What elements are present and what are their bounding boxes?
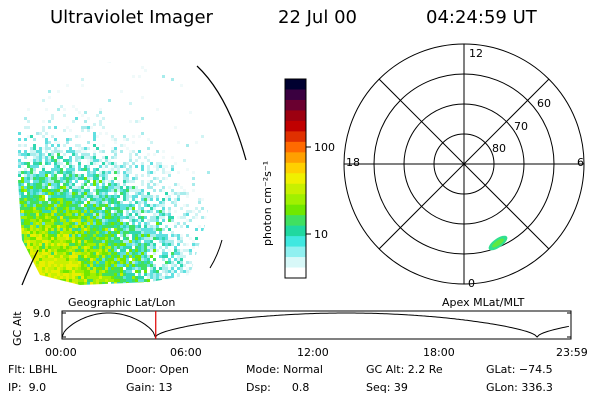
colorbar-cell: [285, 257, 306, 269]
dsp-readout: Dsp: 0.8: [246, 381, 310, 394]
polar-aurora-patch: [488, 235, 508, 251]
altitude-ytick-high: 9.0: [33, 307, 51, 320]
right-panel-caption: Apex MLat/MLT: [442, 296, 525, 309]
mlt-label-18: 18: [346, 156, 360, 169]
colorbar-label-100: 100: [314, 141, 335, 154]
left-panel-caption: Geographic Lat/Lon: [68, 296, 176, 309]
lat-label-80: 80: [492, 142, 506, 155]
altitude-curve: [61, 312, 570, 338]
colorbar-cell: [285, 152, 306, 164]
door-readout: Door: Open: [126, 363, 189, 376]
colorbar-cell: [285, 246, 306, 258]
limb-arc-left: [21, 249, 39, 286]
time-display: 04:24:59 UT: [426, 7, 537, 28]
limb-arc-bottom: [209, 239, 223, 269]
colorbar-cell: [285, 173, 306, 185]
mlt-label-6: 6: [577, 156, 584, 169]
seq-readout: Seq: 39: [366, 381, 408, 394]
altitude-xtick-0000: 00:00: [45, 346, 77, 359]
colorbar-label-10: 10: [314, 228, 328, 241]
altitude-xtick-1200: 12:00: [297, 346, 329, 359]
glon-readout: GLon: 336.3: [486, 381, 553, 394]
glat-readout: GLat: −74.5: [486, 363, 553, 376]
app-title: Ultraviolet Imager: [50, 7, 213, 28]
altitude-xtick-1800: 18:00: [423, 346, 455, 359]
colorbar-unit-label: photon cm⁻²s⁻¹: [261, 160, 274, 246]
altitude-xtick-2359: 23:59: [556, 346, 588, 359]
lat-label-70: 70: [514, 120, 528, 133]
mode-readout: Mode: Normal: [246, 363, 323, 376]
colorbar: [284, 78, 311, 279]
colorbar-cell: [285, 141, 306, 153]
colorbar-cell: [285, 225, 306, 237]
polar-diagonal-2: [378, 78, 550, 250]
colorbar-cell: [285, 236, 306, 248]
polar-plot: [343, 43, 585, 285]
colorbar-cell: [285, 89, 306, 101]
altitude-ytick-low: 1.8: [33, 331, 51, 344]
auroral-image: [18, 60, 247, 286]
gain-readout: Gain: 13: [126, 381, 173, 394]
colorbar-cell: [285, 110, 306, 122]
altitude-ylabel: GC Alt: [11, 311, 24, 346]
limb-arc-top-right: [196, 65, 247, 161]
colorbar-cell: [285, 131, 306, 143]
colorbar-cell: [285, 194, 306, 206]
mlt-label-0: 0: [468, 277, 475, 290]
mlt-label-12: 12: [469, 47, 483, 60]
colorbar-cell: [285, 120, 306, 132]
date-display: 22 Jul 00: [278, 7, 357, 28]
colorbar-cell: [285, 99, 306, 111]
colorbar-cell: [285, 79, 306, 90]
filter-readout: Flt: LBHL: [8, 363, 57, 376]
lat-label-60: 60: [537, 97, 551, 110]
colorbar-cell: [285, 162, 306, 174]
altitude-xtick-0600: 06:00: [170, 346, 202, 359]
altitude-plot: [61, 310, 572, 340]
colorbar-cell: [285, 215, 306, 227]
gc-alt-readout: GC Alt: 2.2 Re: [366, 363, 443, 376]
colorbar-cell: [285, 204, 306, 216]
ip-readout: IP: 9.0: [8, 381, 47, 394]
colorbar-cell: [285, 267, 306, 279]
colorbar-cell: [285, 183, 306, 195]
